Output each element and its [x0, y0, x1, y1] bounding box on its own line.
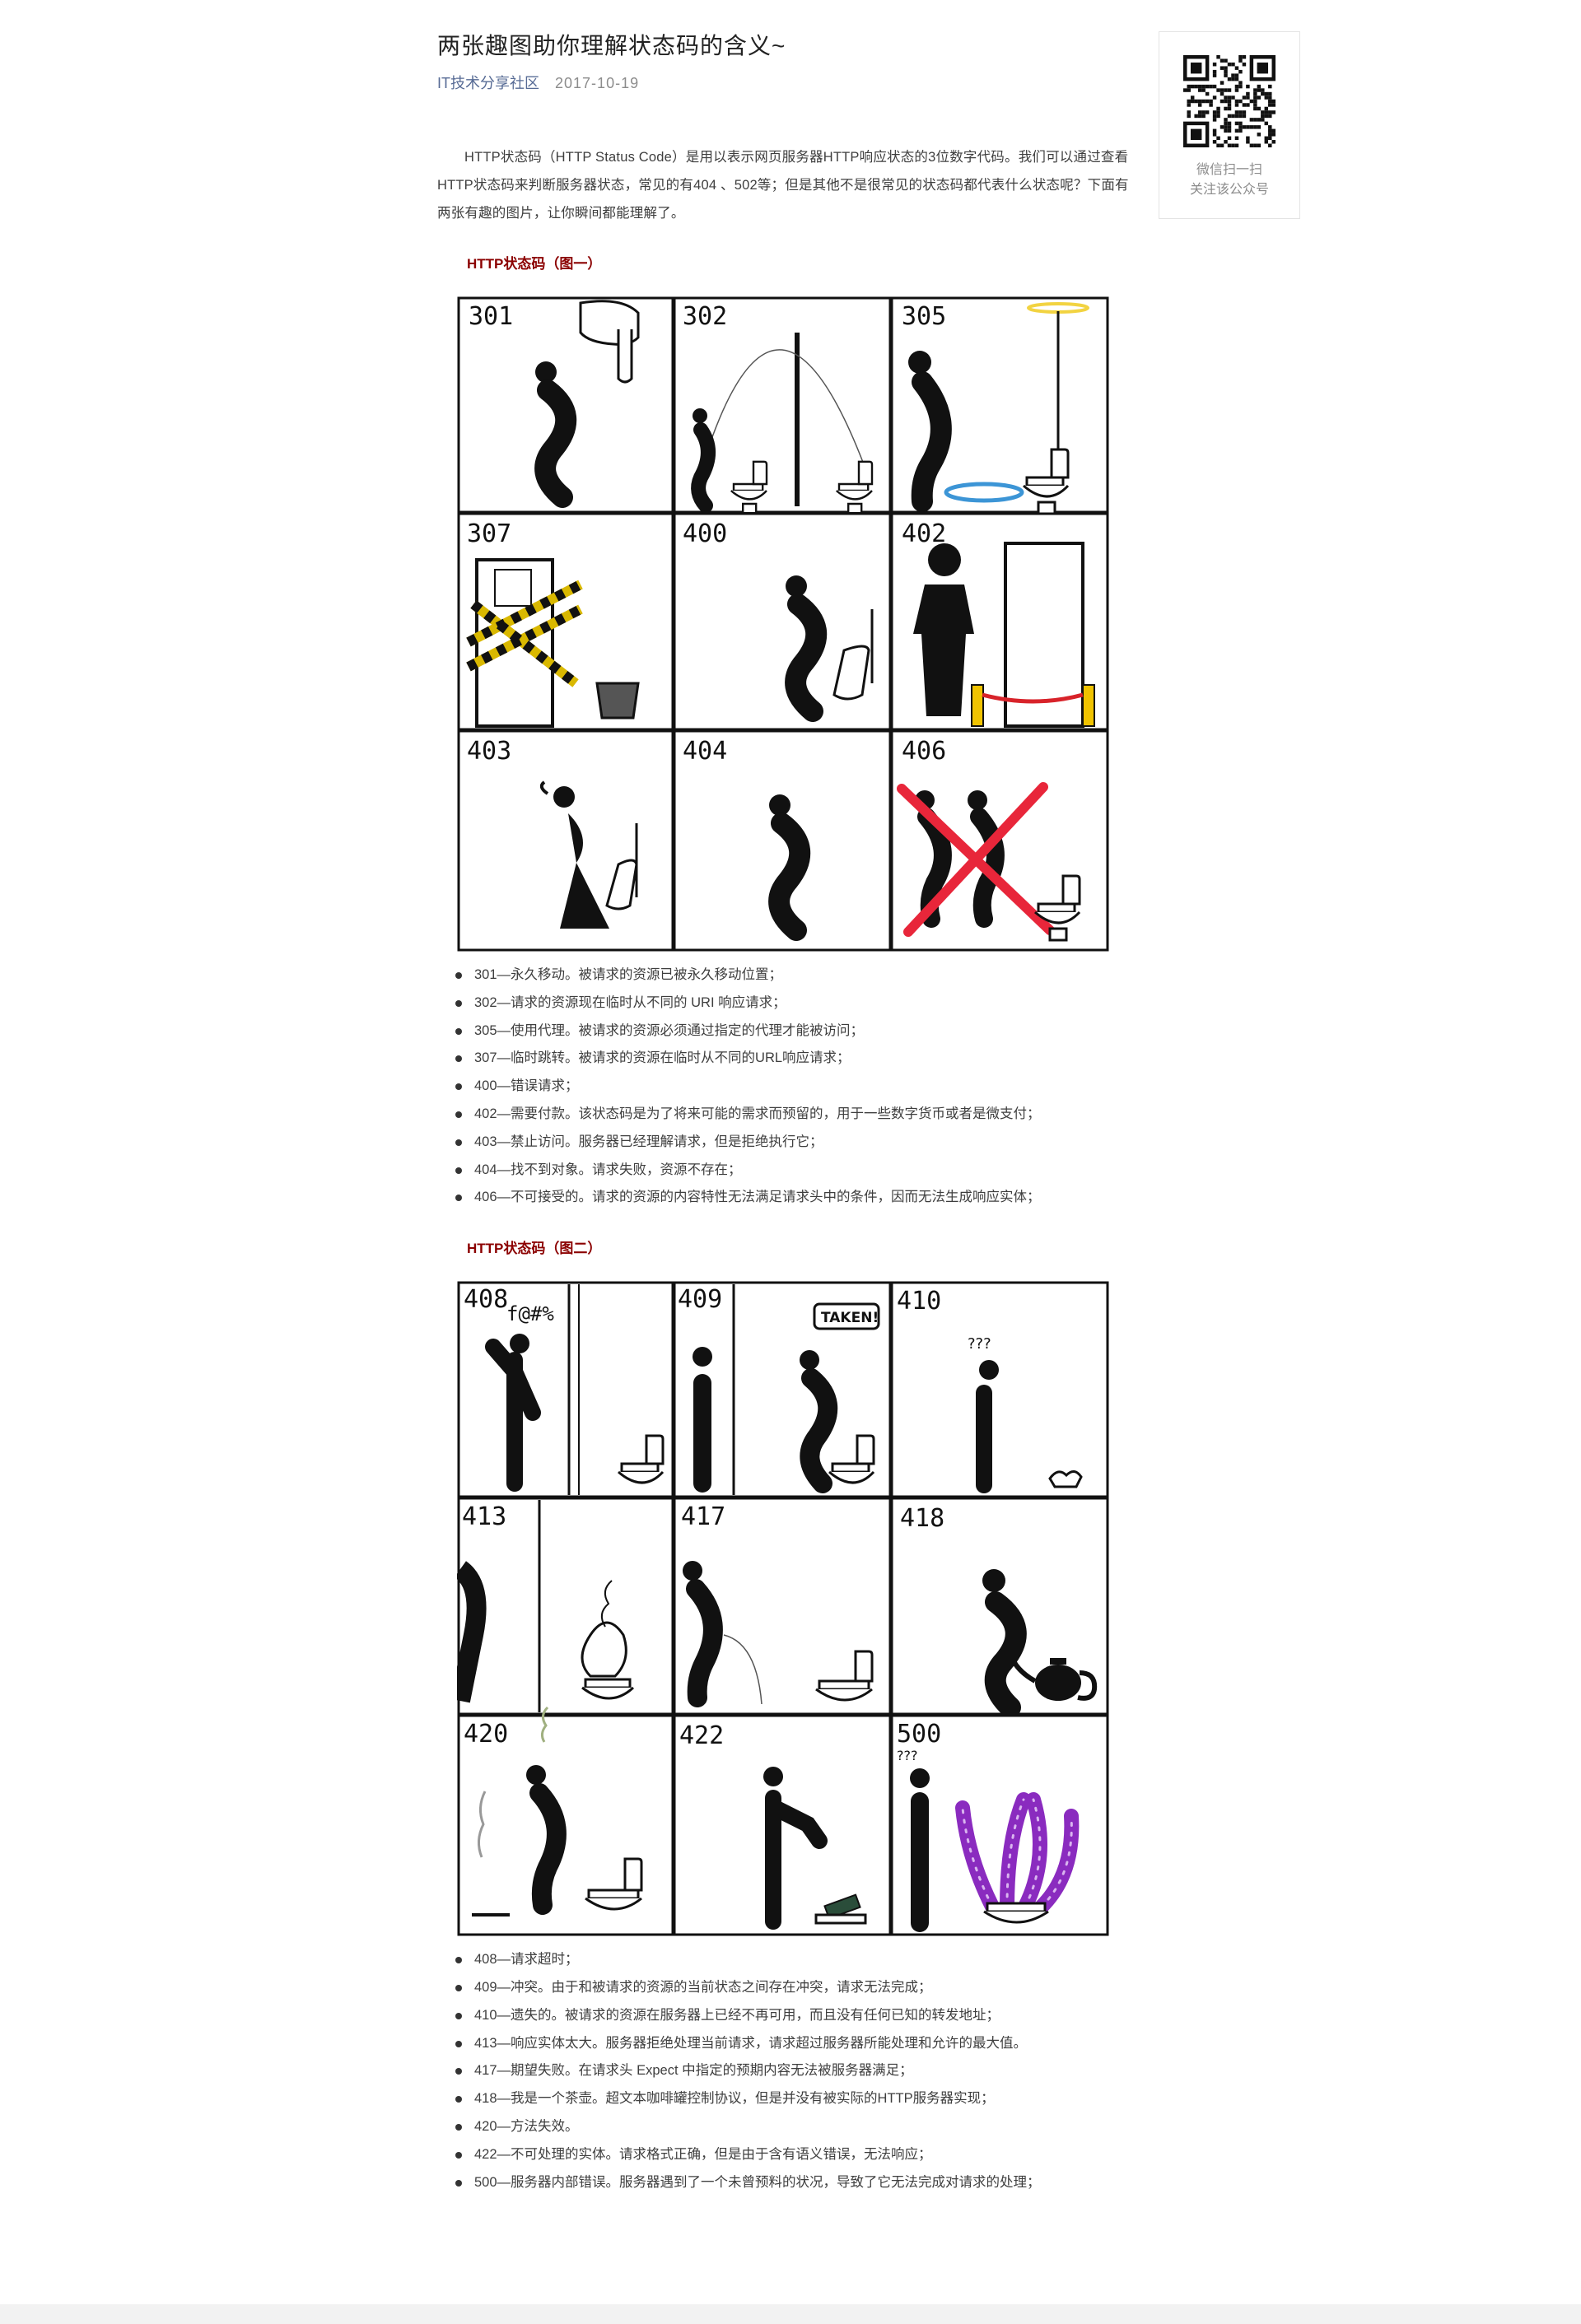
panel-402: 402	[890, 512, 1109, 731]
qr-caption-follow: 关注该公众号	[1189, 183, 1269, 197]
list-item: 305—使用代理。被请求的资源必须通过指定的代理才能被访问；	[454, 1018, 1129, 1046]
panel-417-label: 417	[681, 1502, 725, 1531]
panel-400-label: 400	[683, 519, 727, 548]
panel-406-label: 406	[902, 737, 946, 766]
list-item: 402—需要付款。该状态码是为了将来可能的需求而预留的，用于一些数字货币或者是微…	[454, 1101, 1129, 1129]
panel-302: 302	[673, 296, 892, 515]
article-meta: IT技术分享社区 2017-10-19	[437, 72, 1129, 94]
footer-bar	[0, 2304, 1581, 2324]
taken-bubble-text: TAKEN!	[821, 1310, 879, 1326]
intro-paragraph: HTTP状态码（HTTP Status Code）是用以表示网页服务器HTTP响…	[437, 150, 1129, 221]
qr-code-image[interactable]	[1183, 55, 1276, 147]
panel-404-label: 404	[683, 737, 727, 766]
list-item: 500—服务器内部错误。服务器遇到了一个未曾预料的状况，导致了它无法完成对请求的…	[454, 2169, 1129, 2197]
section-heading-1: HTTP状态码（图一）	[467, 256, 602, 272]
panel-420: 420	[457, 1707, 674, 1936]
list-item: 413—响应实体太大。服务器拒绝处理当前请求，请求超过服务器所能处理和允许的最大…	[454, 2030, 1129, 2058]
list-item: 410—遗失的。被请求的资源在服务器上已经不再可用，而且没有任何已知的转发地址；	[454, 2002, 1129, 2030]
comic-image-1: 301 302 305	[457, 296, 1112, 953]
panel-413: 413	[457, 1497, 674, 1716]
panel-307: 307	[457, 512, 674, 731]
panel-409: 409 TAKEN!	[673, 1281, 892, 1498]
author-link[interactable]: IT技术分享社区	[437, 75, 539, 91]
swear-text: f@#%	[506, 1302, 554, 1325]
panel-402-label: 402	[902, 519, 946, 548]
panel-404: 404	[673, 729, 892, 952]
comic-grid-2: 408 f@#% 409	[457, 1281, 1109, 1936]
list-item: 404—找不到对象。请求失败，资源不存在；	[454, 1157, 1129, 1185]
panel-422: 422	[673, 1714, 892, 1936]
list-item: 307—临时跳转。被请求的资源在临时从不同的URL响应请求；	[454, 1045, 1129, 1073]
confused-marks: ???	[968, 1335, 991, 1353]
list-item: 302—请求的资源现在临时从不同的 URI 响应请求；	[454, 990, 1129, 1018]
article: 两张趣图助你理解状态码的含义~ IT技术分享社区 2017-10-19 HTTP…	[437, 30, 1129, 2196]
panel-406: 406	[890, 729, 1109, 952]
list-item: 418—我是一个茶壶。超文本咖啡罐控制协议，但是并没有被实际的HTTP服务器实现…	[454, 2085, 1129, 2113]
list-item: 403—禁止访问。服务器已经理解请求，但是拒绝执行它；	[454, 1129, 1129, 1157]
panel-403-label: 403	[467, 737, 511, 766]
list-item: 420—方法失效。	[454, 2113, 1129, 2141]
qr-card: 微信扫一扫 关注该公众号	[1159, 31, 1300, 219]
panel-305: 305	[890, 296, 1109, 515]
panel-410-label: 410	[897, 1287, 941, 1316]
panel-301: 301	[457, 296, 674, 514]
list-item: 422—不可处理的实体。请求格式正确，但是由于含有语义错误，无法响应；	[454, 2141, 1129, 2169]
panel-420-label: 420	[464, 1720, 508, 1749]
comic-image-2: 408 f@#% 409	[457, 1281, 1112, 1938]
panel-409-label: 409	[678, 1285, 722, 1314]
list-item: 409—冲突。由于和被请求的资源的当前状态之间存在冲突，请求无法完成；	[454, 1974, 1129, 2002]
list-item: 400—错误请求；	[454, 1073, 1129, 1101]
list-item: 417—期望失败。在请求头 Expect 中指定的预期内容无法被服务器满足；	[454, 2057, 1129, 2085]
panel-413-label: 413	[462, 1502, 506, 1531]
qr-caption-scan: 微信扫一扫	[1196, 163, 1262, 177]
list-item: 408—请求超时；	[454, 1946, 1129, 1974]
confused-marks: ???	[897, 1748, 917, 1763]
section-heading-2: HTTP状态码（图二）	[467, 1241, 602, 1257]
panel-301-label: 301	[469, 302, 513, 331]
panel-305-label: 305	[902, 302, 946, 331]
panel-302-label: 302	[683, 302, 727, 331]
list-item: 301—永久移动。被请求的资源已被永久移动位置；	[454, 962, 1129, 990]
panel-408: 408 f@#%	[457, 1281, 674, 1498]
panel-400: 400	[673, 512, 892, 731]
panel-422-label: 422	[679, 1721, 724, 1750]
panel-418-label: 418	[900, 1504, 944, 1533]
status-list-1: 301—永久移动。被请求的资源已被永久移动位置； 302—请求的资源现在临时从不…	[454, 962, 1129, 1212]
panel-417: 417	[673, 1497, 892, 1716]
publish-date: 2017-10-19	[555, 75, 640, 91]
panel-500: 500 ???	[890, 1714, 1109, 1936]
list-item: 406—不可接受的。请求的资源的内容特性无法满足请求头中的条件，因而无法生成响应…	[454, 1184, 1129, 1212]
panel-500-label: 500	[897, 1720, 941, 1749]
status-list-2: 408—请求超时； 409—冲突。由于和被请求的资源的当前状态之间存在冲突，请求…	[454, 1946, 1129, 2196]
panel-403: 403	[457, 729, 674, 952]
panel-307-label: 307	[467, 519, 511, 548]
article-title: 两张趣图助你理解状态码的含义~	[437, 33, 786, 58]
panel-418: 418	[890, 1497, 1109, 1719]
panel-408-label: 408	[464, 1285, 508, 1314]
comic-grid-1: 301 302 305	[457, 296, 1109, 952]
panel-410: 410 ???	[890, 1281, 1109, 1498]
